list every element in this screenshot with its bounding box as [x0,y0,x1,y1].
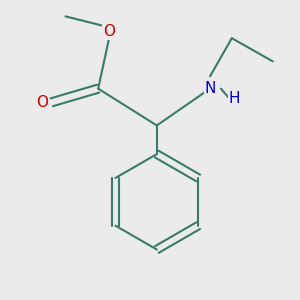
Text: O: O [103,24,115,39]
Text: O: O [36,95,48,110]
Text: N: N [204,81,216,96]
Text: H: H [229,91,240,106]
